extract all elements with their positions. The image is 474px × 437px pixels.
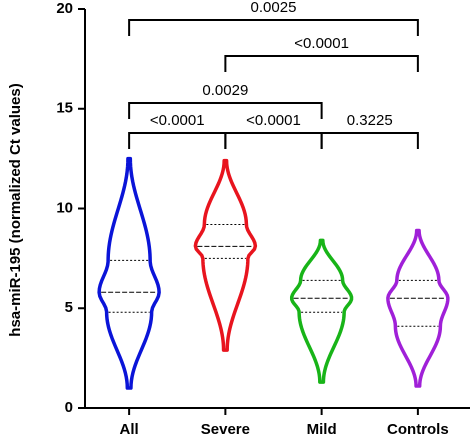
bracket (128, 102, 323, 119)
y-axis-title: hsa-miR-195 (normalized Ct values) (7, 83, 24, 336)
violin (193, 158, 258, 352)
p-value: <0.0001 (150, 112, 205, 129)
p-value: 0.3225 (347, 112, 393, 129)
violin (97, 156, 161, 390)
p-value: 0.0029 (202, 82, 248, 99)
bracket (128, 19, 419, 36)
p-value: 0.0025 (251, 0, 297, 16)
p-value: <0.0001 (294, 35, 349, 52)
violin (386, 228, 450, 388)
bracket (128, 132, 227, 149)
x-tick-label: Mild (307, 421, 337, 437)
y-tick-label: 15 (56, 100, 73, 117)
y-tick-label: 0 (65, 399, 73, 416)
x-tick-label: Severe (201, 421, 250, 437)
y-tick-label: 5 (65, 299, 73, 316)
bracket (224, 55, 419, 72)
p-value: <0.0001 (246, 112, 301, 129)
x-tick-label: Controls (387, 421, 449, 437)
x-tick-label: All (120, 421, 139, 437)
y-tick-label: 10 (56, 199, 73, 216)
y-tick-label: 20 (56, 0, 73, 17)
bracket (224, 132, 323, 149)
violin (289, 238, 354, 384)
bracket (320, 132, 419, 149)
